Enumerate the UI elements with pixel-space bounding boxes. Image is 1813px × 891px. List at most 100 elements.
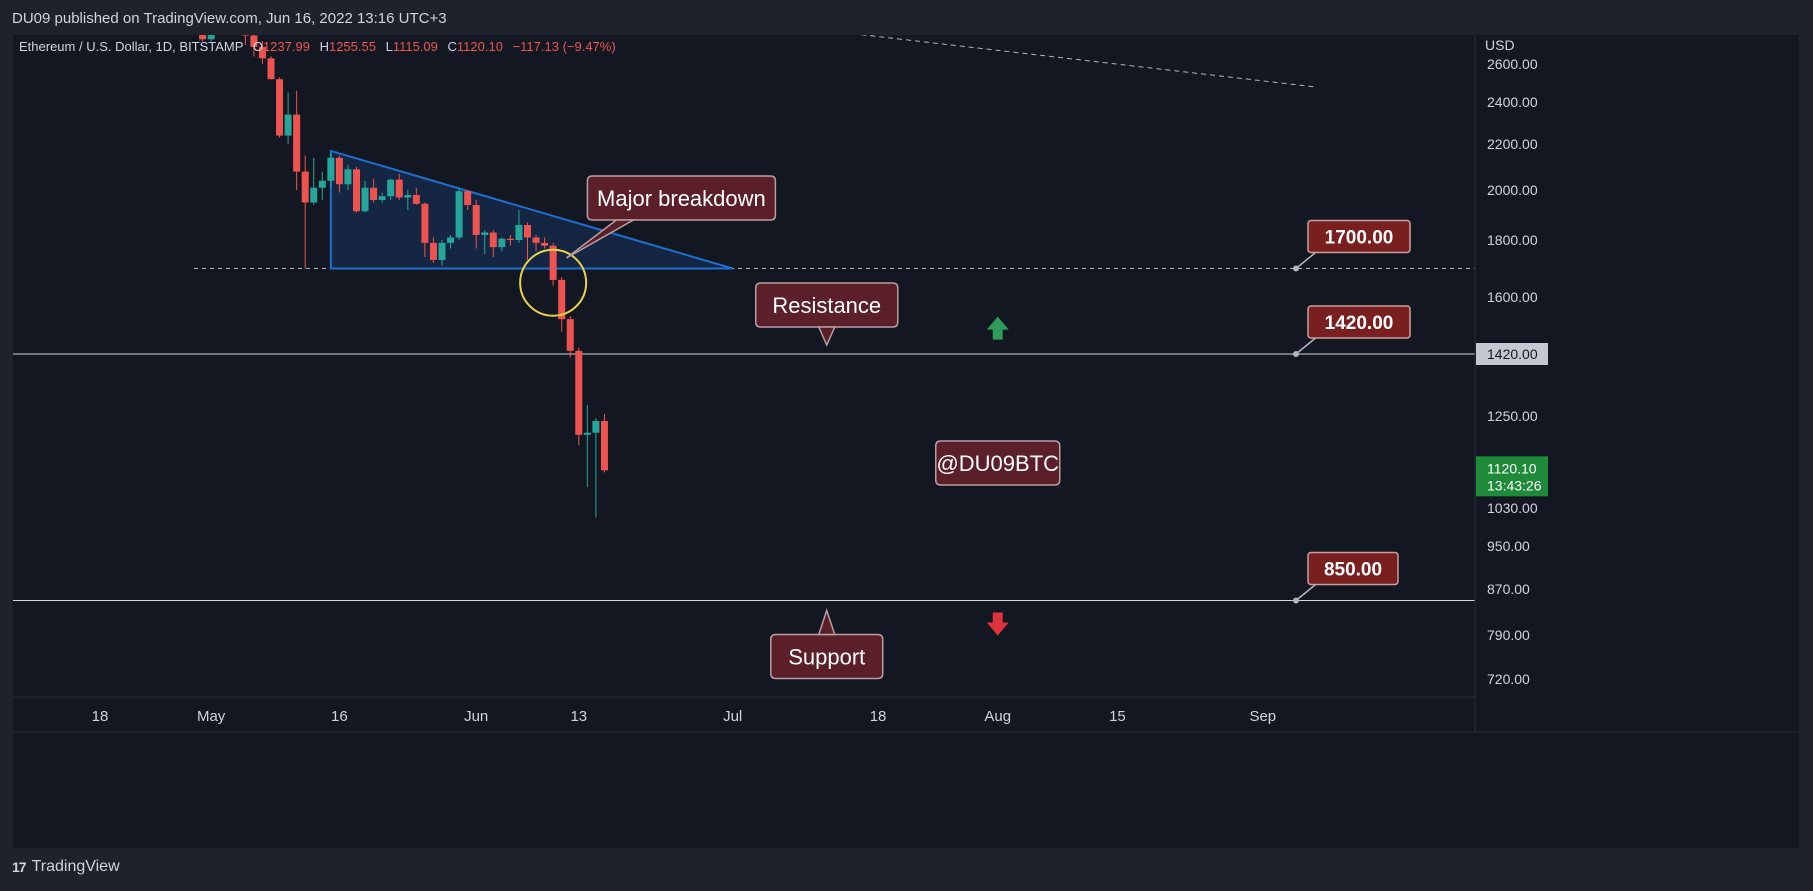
x-tick-label: 13 xyxy=(570,708,587,725)
candle xyxy=(481,230,489,255)
trendline xyxy=(860,35,1315,88)
y-tick-label: 1600.00 xyxy=(1487,289,1538,305)
x-tick-label: May xyxy=(197,708,226,725)
candle-body xyxy=(301,171,309,203)
candle-body xyxy=(370,187,378,200)
candle xyxy=(498,237,506,252)
candle-body xyxy=(378,196,386,200)
candle-body xyxy=(361,187,369,212)
candle-body xyxy=(455,191,463,238)
candle xyxy=(558,277,566,332)
candle-body xyxy=(575,350,583,435)
chart-frame[interactable]: Major breakdown Resistance Support @DU09BTC… xyxy=(13,35,1799,848)
legend-high-label: H xyxy=(320,39,329,54)
candle xyxy=(575,347,583,446)
x-tick-label: 18 xyxy=(870,708,887,725)
candle xyxy=(429,237,437,263)
candle-body xyxy=(472,205,480,235)
y-tick-label: 870.00 xyxy=(1487,581,1530,597)
candle xyxy=(335,155,343,193)
tradingview-footer[interactable]: 17 TradingView xyxy=(12,858,120,876)
legend-change: −117.13 (−9.47%) xyxy=(513,39,616,54)
candle-body xyxy=(276,79,284,136)
candle xyxy=(412,187,420,205)
legend-close-label: C xyxy=(448,39,457,54)
candle xyxy=(301,155,309,269)
legend-close: 1120.10 xyxy=(457,39,503,54)
legend-symbol: Ethereum / U.S. Dollar, 1D, BITSTAMP xyxy=(19,39,243,54)
candle-body xyxy=(541,242,549,246)
y-tick-label: 2400.00 xyxy=(1487,94,1538,110)
candle xyxy=(284,92,292,144)
tradingview-logo-icon: 17 xyxy=(12,859,27,875)
candle-body xyxy=(515,225,523,240)
legend-open: 1237.99 xyxy=(263,39,310,54)
price-chart[interactable]: Major breakdown Resistance Support @DU09BTC… xyxy=(13,35,1799,848)
ohlc-legend: Ethereum / U.S. Dollar, 1D, BITSTAMP O12… xyxy=(19,39,616,54)
candle-body xyxy=(566,319,574,351)
candle-body xyxy=(241,35,249,36)
tradingview-brand: TradingView xyxy=(31,858,120,875)
x-tick-label: Jul xyxy=(723,708,742,725)
y-tick-label: 950.00 xyxy=(1487,538,1530,554)
candle-body xyxy=(438,242,446,260)
candle xyxy=(583,405,591,488)
candle-body xyxy=(506,238,514,240)
candle xyxy=(353,167,360,213)
candle-body xyxy=(429,242,437,260)
candle xyxy=(387,178,395,200)
candle xyxy=(472,200,480,249)
candle-body xyxy=(318,180,326,188)
arrow-up-icon xyxy=(986,316,1009,340)
candle xyxy=(566,316,574,358)
candle xyxy=(293,90,301,190)
x-tick-label: Jun xyxy=(464,708,488,725)
candle xyxy=(532,235,540,252)
currency-label: USD xyxy=(1485,37,1515,53)
candle-body xyxy=(293,114,301,172)
legend-high: 1255.55 xyxy=(329,39,376,54)
arrow-down-icon xyxy=(986,612,1009,636)
candle xyxy=(370,178,378,203)
candle-body xyxy=(335,157,343,185)
y-tick-label: 790.00 xyxy=(1487,627,1530,643)
candle-body xyxy=(498,238,506,248)
candle-body xyxy=(199,35,207,40)
candle xyxy=(207,35,215,42)
candle xyxy=(267,56,275,80)
candle-body xyxy=(489,232,497,248)
y-tick-label: 2600.00 xyxy=(1487,56,1538,72)
candle xyxy=(524,222,531,260)
x-tick-label: Aug xyxy=(984,708,1011,725)
candle xyxy=(600,413,608,473)
descending-triangle xyxy=(329,149,733,270)
legend-open-label: O xyxy=(253,39,263,54)
svg-text:1420.00: 1420.00 xyxy=(1487,346,1538,362)
candle-body xyxy=(421,203,429,243)
candle xyxy=(395,173,403,200)
candle-body xyxy=(524,225,531,238)
candle xyxy=(327,153,335,188)
candle xyxy=(489,230,497,258)
candle-body xyxy=(250,35,258,47)
candle xyxy=(421,202,429,258)
candle xyxy=(361,180,369,213)
candle-body xyxy=(558,279,566,320)
support-callout-text: Support xyxy=(788,645,865,670)
candle xyxy=(310,157,318,205)
y-tick-label: 720.00 xyxy=(1487,671,1530,687)
candle-body xyxy=(549,245,557,280)
candle-body xyxy=(387,179,395,197)
candle xyxy=(515,210,523,243)
candle xyxy=(455,187,463,240)
candle-body xyxy=(600,421,608,471)
breakdown-circle xyxy=(519,248,588,317)
support-callout: Support xyxy=(770,608,884,680)
major-breakdown-callout-text: Major breakdown xyxy=(597,186,766,211)
candle-body xyxy=(344,169,352,185)
published-header: DU09 published on TradingView.com, Jun 1… xyxy=(12,10,447,27)
candle xyxy=(438,240,446,266)
candle-body xyxy=(267,58,275,80)
watermark-callout: @DU09BTC xyxy=(935,440,1061,486)
candle xyxy=(378,192,386,203)
